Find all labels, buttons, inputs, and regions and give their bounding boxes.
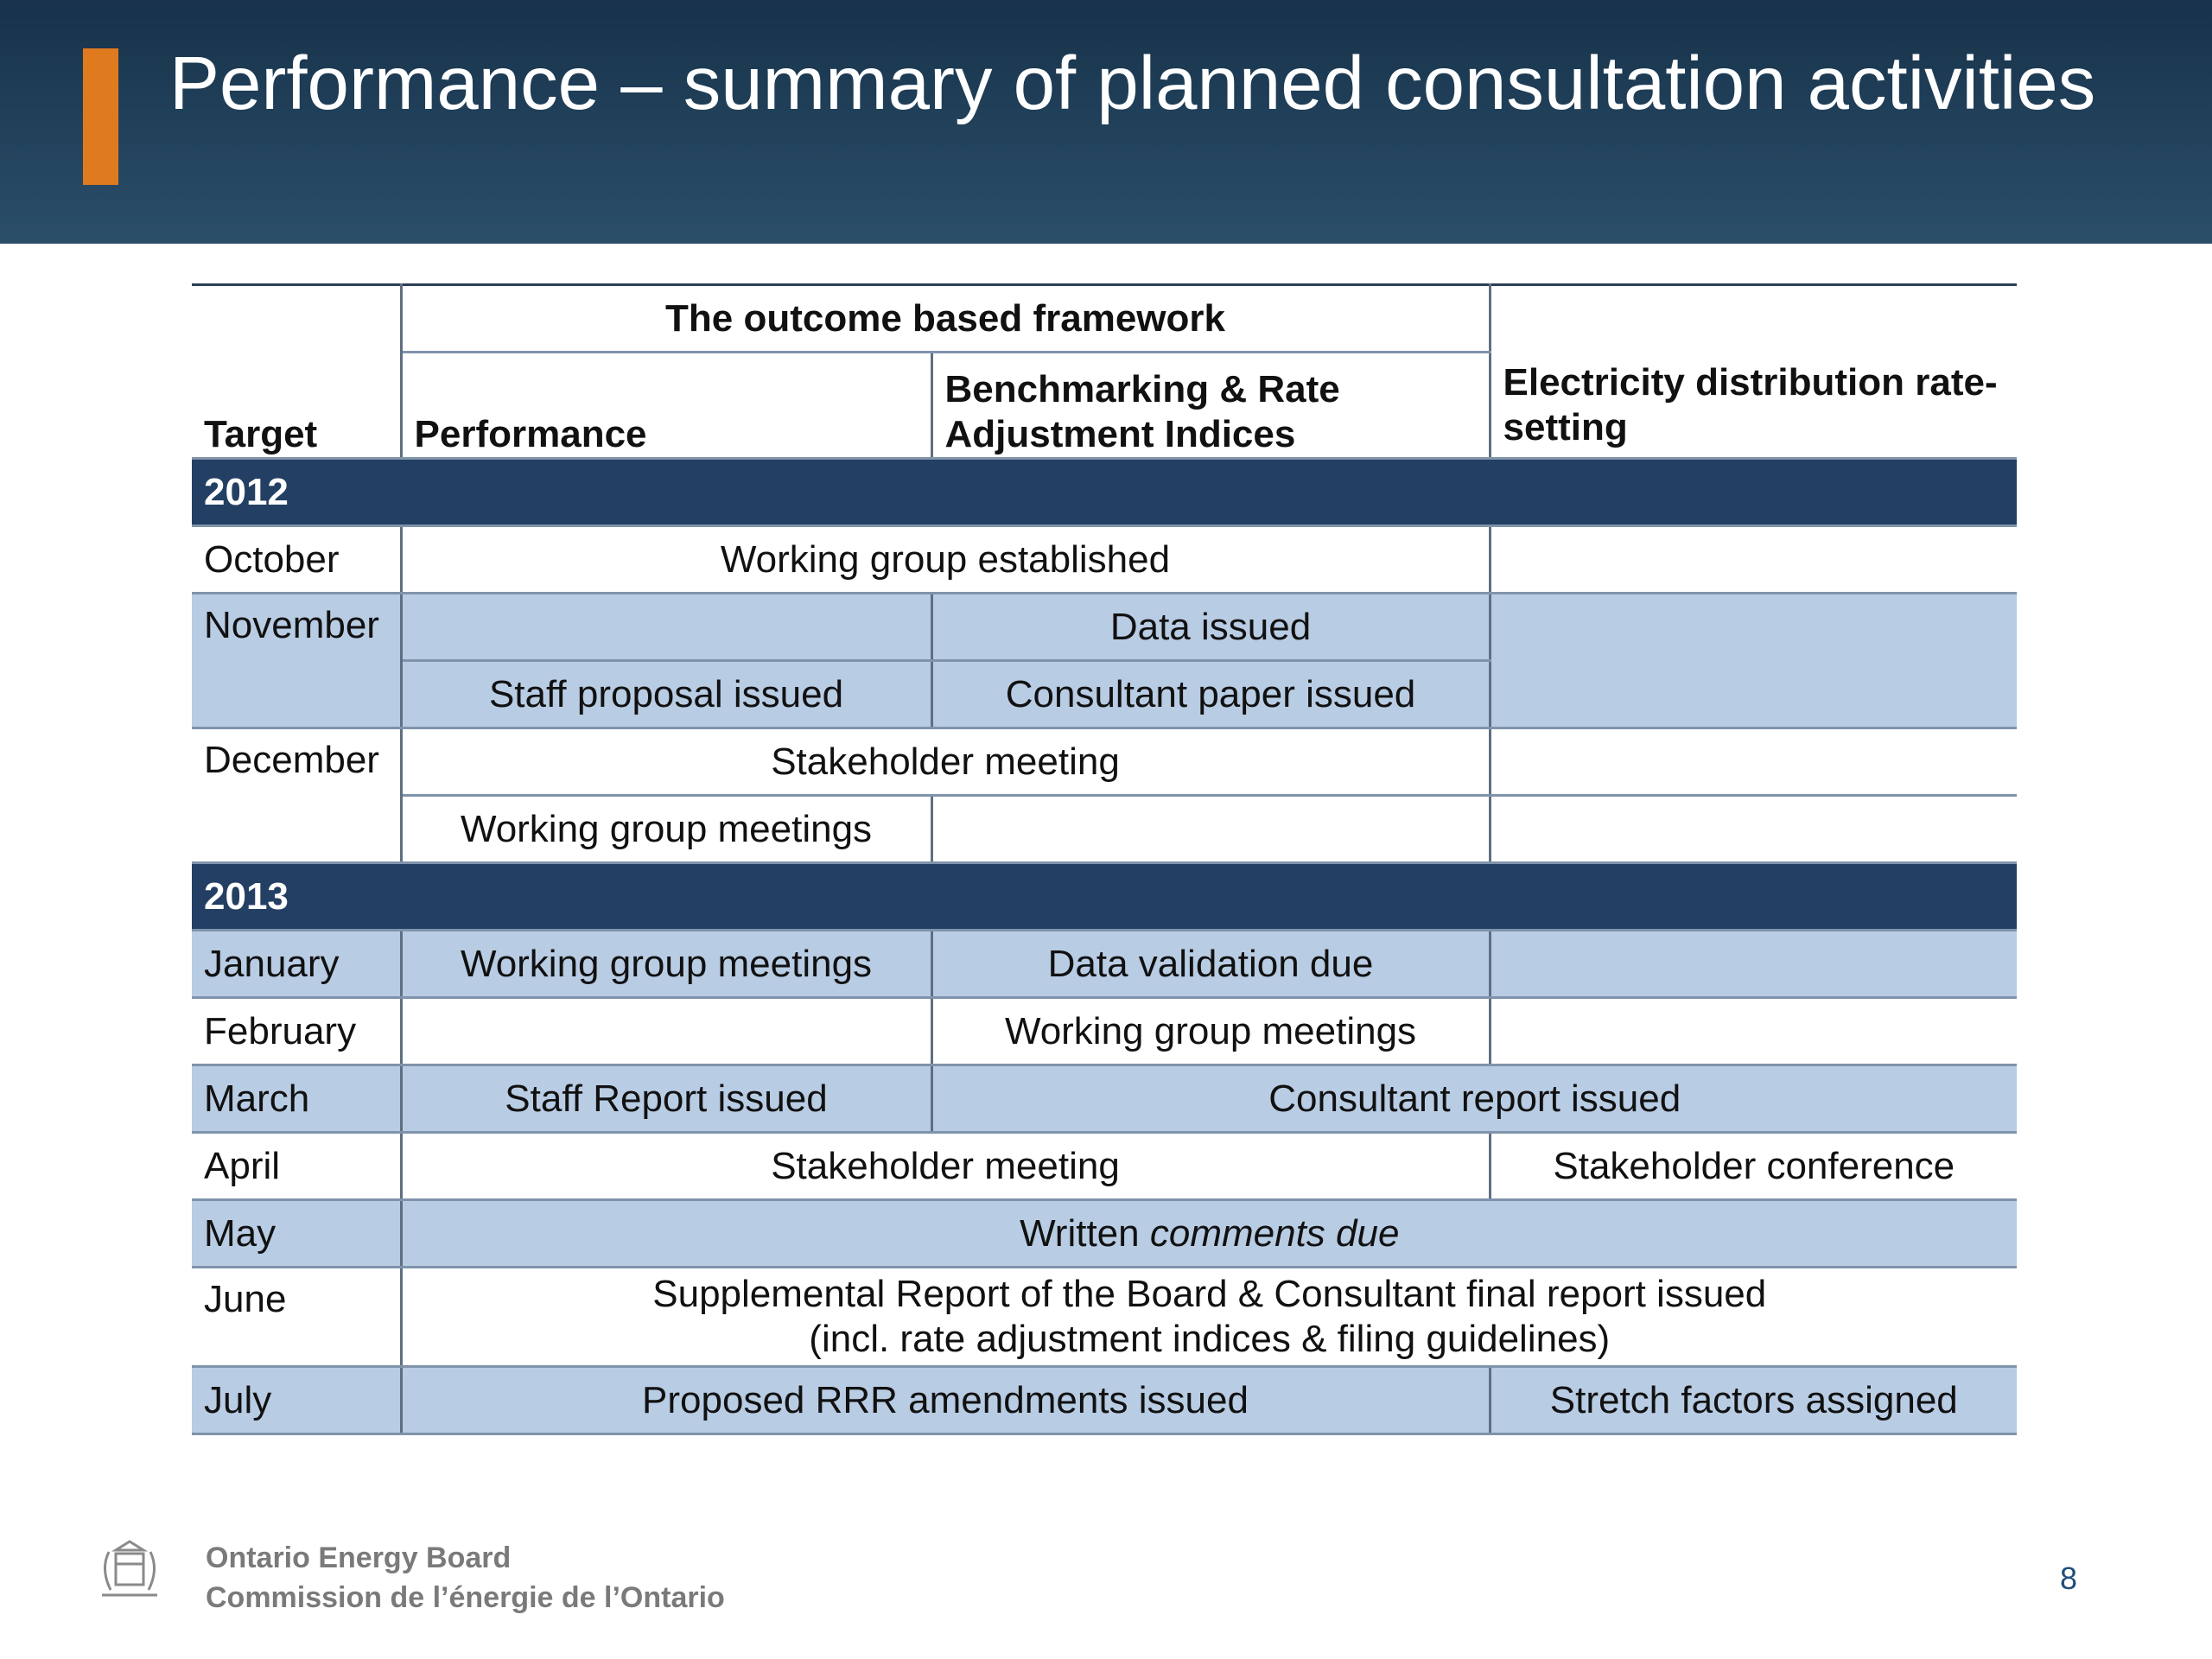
activity-cell: Stakeholder meeting xyxy=(399,1131,1491,1201)
activity-cell: Working group meetings xyxy=(401,794,933,864)
month-cell: December xyxy=(192,727,403,864)
month-cell: October xyxy=(192,524,403,594)
activity-cell: Working group established xyxy=(399,524,1491,594)
activity-cell: Working group meetings xyxy=(399,929,933,999)
title-banner: Performance – summary of planned consult… xyxy=(0,0,2212,244)
footer-org-french: Commission de l’énergie de l’Ontario xyxy=(206,1581,725,1614)
table-row: February Working group meetings xyxy=(192,996,2018,1066)
header-rate-setting: Electricity distribution rate-setting xyxy=(1488,283,2018,460)
month-cell: January xyxy=(192,929,403,999)
month-cell: November xyxy=(192,592,403,729)
activity-cell: Working group meetings xyxy=(930,996,1491,1066)
month-cell: June xyxy=(192,1266,403,1368)
ontario-crest-icon xyxy=(102,1540,157,1597)
table-row: October Working group established xyxy=(192,524,2018,594)
header-target: Target xyxy=(192,283,403,460)
header-framework: The outcome based framework xyxy=(399,283,1491,353)
table-row: December Stakeholder meeting xyxy=(192,727,2018,864)
activity-cell: Staff proposal issued xyxy=(401,659,933,729)
empty-cell xyxy=(930,794,1491,864)
month-cell: April xyxy=(192,1131,403,1201)
header-row-bottom: Performance Benchmarking & Rate Adjustme… xyxy=(192,351,2017,460)
empty-cell xyxy=(1488,929,2018,999)
activity-cell: Staff Report issued xyxy=(399,1064,933,1134)
activity-cell: Stakeholder meeting xyxy=(399,727,1491,797)
table-row: Working group meetings xyxy=(192,794,2018,864)
table-row: November Data issued xyxy=(192,592,2018,729)
year-row-2012: 2012 xyxy=(192,457,2018,527)
activity-cell: Written comments due xyxy=(399,1198,2018,1268)
table-row: April Stakeholder meeting Stakeholder co… xyxy=(192,1131,2018,1201)
activity-cell: Consultant paper issued xyxy=(930,659,1491,729)
empty-cell xyxy=(1488,996,2018,1066)
empty-cell xyxy=(1488,524,2018,594)
month-cell: March xyxy=(192,1064,403,1134)
activity-cell: Consultant report issued xyxy=(930,1064,2018,1134)
table-row: May Written comments due xyxy=(192,1198,2018,1268)
activity-cell: Data validation due xyxy=(930,929,1491,999)
month-cell: February xyxy=(192,996,403,1066)
page-number: 8 xyxy=(2060,1560,2078,1596)
activity-text: Written xyxy=(1020,1211,1140,1255)
consultation-schedule-table: Target The outcome based framework Elect… xyxy=(192,283,2018,1435)
activity-cell: Data issued xyxy=(930,592,1491,662)
year-label: 2013 xyxy=(192,861,2018,931)
table-row: Staff proposal issued Consultant paper i… xyxy=(192,659,2017,729)
activity-cell: Stretch factors assigned xyxy=(1488,1365,2018,1435)
activity-text-italic: comments due xyxy=(1149,1211,1400,1255)
activity-cell: Stakeholder conference xyxy=(1488,1131,2018,1201)
empty-cell xyxy=(399,592,933,662)
header-performance: Performance xyxy=(401,351,933,460)
empty-cell xyxy=(1488,592,2018,729)
empty-cell xyxy=(1488,727,2018,797)
activity-cell: Supplemental Report of the Board & Consu… xyxy=(399,1266,2018,1368)
table-row: July Proposed RRR amendments issued Stre… xyxy=(192,1365,2018,1435)
accent-bar xyxy=(83,48,118,185)
activity-line: Supplemental Report of the Board & Consu… xyxy=(652,1273,1767,1315)
month-cell: May xyxy=(192,1198,403,1268)
header-benchmarking: Benchmarking & Rate Adjustment Indices xyxy=(930,351,1491,460)
table-row: March Staff Report issued Consultant rep… xyxy=(192,1064,2018,1134)
table-row: January Working group meetings Data vali… xyxy=(192,929,2018,999)
activity-cell: Proposed RRR amendments issued xyxy=(399,1365,1491,1435)
activity-line: (incl. rate adjustment indices & filing … xyxy=(809,1318,1611,1360)
year-row-2013: 2013 xyxy=(192,861,2018,931)
month-cell: July xyxy=(192,1365,403,1435)
empty-cell xyxy=(399,996,933,1066)
year-label: 2012 xyxy=(192,457,2018,527)
table-row: June Supplemental Report of the Board & … xyxy=(192,1266,2018,1368)
header-row-top: Target The outcome based framework Elect… xyxy=(192,283,2018,460)
footer-org-english: Ontario Energy Board xyxy=(206,1541,512,1574)
empty-cell xyxy=(1488,794,2018,864)
slide-title: Performance – summary of planned consult… xyxy=(169,41,2096,125)
